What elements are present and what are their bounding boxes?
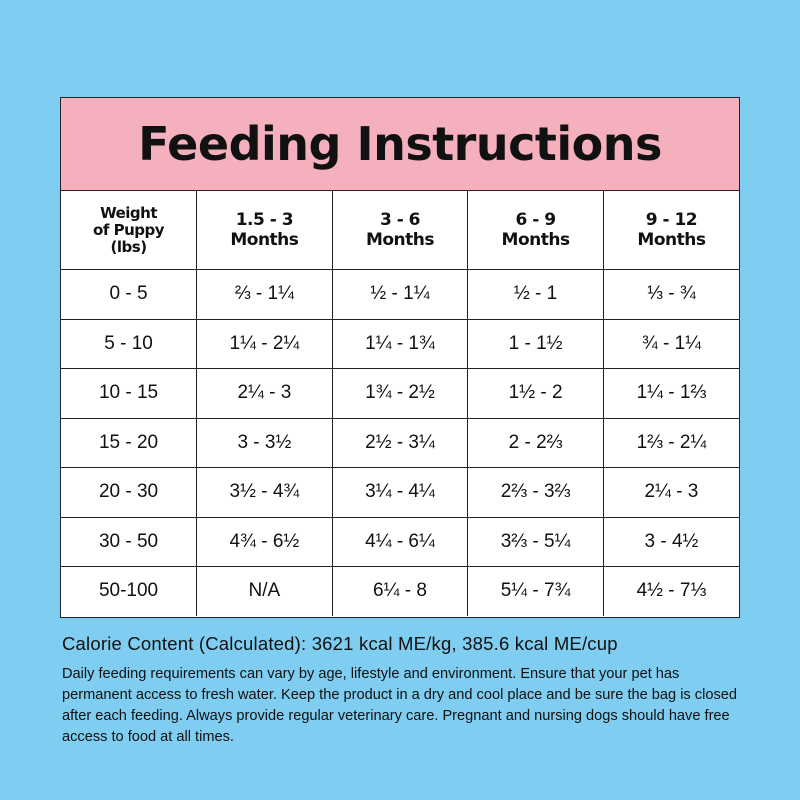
table-row: 10 - 15 2¼ - 3 1¾ - 2½ 1½ - 2 1¼ - 1⅔	[61, 368, 739, 419]
header-age-range: 9 - 12 Months	[602, 191, 739, 270]
amount-cell: 3⅔ - 5¼	[467, 516, 604, 567]
amount-cell: 2⅔ - 3⅔	[467, 467, 604, 518]
header-age-range: 1.5 - 3 Months	[196, 191, 333, 270]
weight-cell: 10 - 15	[61, 368, 198, 419]
page-title: Feeding Instructions	[61, 98, 739, 191]
weight-cell: 20 - 30	[61, 467, 198, 518]
header-age-range: 6 - 9 Months	[467, 191, 604, 270]
amount-cell: 1¾ - 2½	[331, 368, 469, 419]
amount-cell: N/A	[196, 566, 333, 616]
amount-cell: 1¼ - 2¼	[196, 318, 333, 369]
amount-cell: 1 - 1½	[467, 318, 604, 369]
weight-cell: 50-100	[61, 566, 198, 616]
amount-cell: ⅔ - 1¼	[196, 269, 333, 320]
amount-cell: 3¼ - 4¼	[331, 467, 469, 518]
calorie-content: Calorie Content (Calculated): 3621 kcal …	[62, 633, 618, 654]
header-age-range: 3 - 6 Months	[331, 191, 469, 270]
table-row: 50-100 N/A 6¼ - 8 5¼ - 7¾ 4½ - 7⅓	[61, 566, 739, 616]
feeding-note: Daily feeding requirements can vary by a…	[62, 666, 737, 745]
amount-cell: 4½ - 7⅓	[602, 566, 739, 616]
amount-cell: 5¼ - 7¾	[467, 566, 604, 616]
amount-cell: 1¼ - 1¾	[331, 318, 469, 369]
amount-cell: 4¼ - 6¼	[331, 516, 469, 567]
weight-cell: 0 - 5	[61, 269, 198, 320]
amount-cell: 3 - 4½	[602, 516, 739, 567]
amount-cell: ½ - 1	[467, 269, 604, 320]
feeding-table: Weight of Puppy (lbs) 1.5 - 3 Months 3 - 6 Mon…	[61, 191, 739, 616]
amount-cell: 2½ - 3¼	[331, 417, 469, 468]
table-row: 20 - 30 3½ - 4¾ 3¼ - 4¼ 2⅔ - 3⅔ 2¼ - 3	[61, 467, 739, 518]
table-header-row: Weight of Puppy (lbs) 1.5 - 3 Months 3 - 6 Mon…	[61, 191, 739, 270]
feeding-table-card: Feeding Instructions Weight of Puppy (lbs)…	[60, 97, 740, 618]
amount-cell: 2 - 2⅔	[467, 417, 604, 468]
amount-cell: ½ - 1¼	[331, 269, 469, 320]
amount-cell: 6¼ - 8	[331, 566, 469, 616]
amount-cell: 2¼ - 3	[602, 467, 739, 518]
table-row: 30 - 50 4¾ - 6½ 4¼ - 6¼ 3⅔ - 5¼ 3 - 4½	[61, 516, 739, 567]
header-weight: Weight of Puppy (lbs)	[61, 191, 198, 270]
amount-cell: 2¼ - 3	[196, 368, 333, 419]
amount-cell: 3½ - 4¾	[196, 467, 333, 518]
amount-cell: 1½ - 2	[467, 368, 604, 419]
weight-cell: 30 - 50	[61, 516, 198, 567]
amount-cell: ¾ - 1¼	[602, 318, 739, 369]
amount-cell: 4¾ - 6½	[196, 516, 333, 567]
table-row: 5 - 10 1¼ - 2¼ 1¼ - 1¾ 1 - 1½ ¾ - 1¼	[61, 318, 739, 369]
weight-cell: 15 - 20	[61, 417, 198, 468]
table-row: 15 - 20 3 - 3½ 2½ - 3¼ 2 - 2⅔ 1⅔ - 2¼	[61, 417, 739, 468]
amount-cell: 3 - 3½	[196, 417, 333, 468]
amount-cell: 1⅔ - 2¼	[602, 417, 739, 468]
amount-cell: ⅓ - ¾	[602, 269, 739, 320]
amount-cell: 1¼ - 1⅔	[602, 368, 739, 419]
weight-cell: 5 - 10	[61, 318, 198, 369]
